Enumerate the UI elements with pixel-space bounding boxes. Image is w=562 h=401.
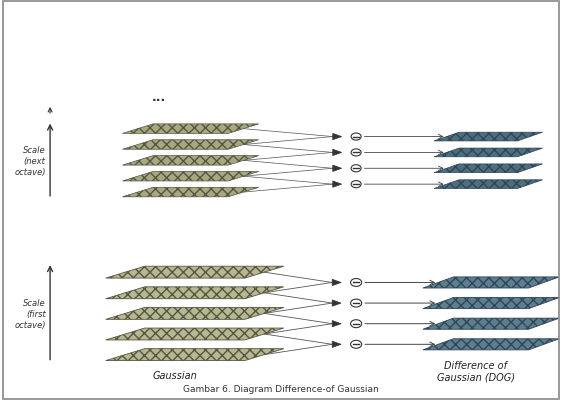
Text: Difference of
Gaussian (DOG): Difference of Gaussian (DOG): [437, 360, 515, 381]
Polygon shape: [333, 134, 342, 140]
Circle shape: [351, 181, 361, 188]
Polygon shape: [123, 156, 259, 166]
Polygon shape: [106, 287, 284, 299]
Polygon shape: [123, 172, 259, 182]
Text: ...: ...: [151, 90, 166, 103]
Polygon shape: [332, 279, 341, 286]
Circle shape: [351, 300, 362, 307]
Circle shape: [351, 320, 362, 328]
Polygon shape: [332, 321, 341, 327]
Circle shape: [351, 340, 362, 348]
Polygon shape: [423, 298, 559, 309]
Polygon shape: [123, 188, 259, 197]
Polygon shape: [123, 140, 259, 150]
Polygon shape: [106, 308, 284, 320]
Circle shape: [351, 134, 361, 141]
Polygon shape: [434, 180, 542, 189]
Polygon shape: [332, 341, 341, 348]
Text: Scale
(first
octave): Scale (first octave): [14, 298, 46, 329]
Polygon shape: [423, 277, 559, 288]
Polygon shape: [423, 318, 559, 329]
Circle shape: [351, 165, 361, 172]
Text: Gambar 6. Diagram Difference-of Gaussian: Gambar 6. Diagram Difference-of Gaussian: [183, 385, 379, 393]
Polygon shape: [106, 267, 284, 278]
Polygon shape: [332, 300, 341, 306]
Polygon shape: [123, 125, 259, 134]
Circle shape: [351, 279, 362, 287]
Polygon shape: [106, 328, 284, 340]
Polygon shape: [333, 166, 342, 172]
Text: Scale
(next
octave): Scale (next octave): [14, 146, 46, 176]
Polygon shape: [333, 150, 342, 156]
Text: Gaussian: Gaussian: [153, 371, 198, 381]
Polygon shape: [333, 182, 342, 188]
Polygon shape: [106, 349, 284, 360]
Polygon shape: [434, 149, 542, 158]
Polygon shape: [434, 164, 542, 173]
Polygon shape: [434, 133, 542, 142]
Polygon shape: [423, 339, 559, 350]
Circle shape: [351, 150, 361, 157]
